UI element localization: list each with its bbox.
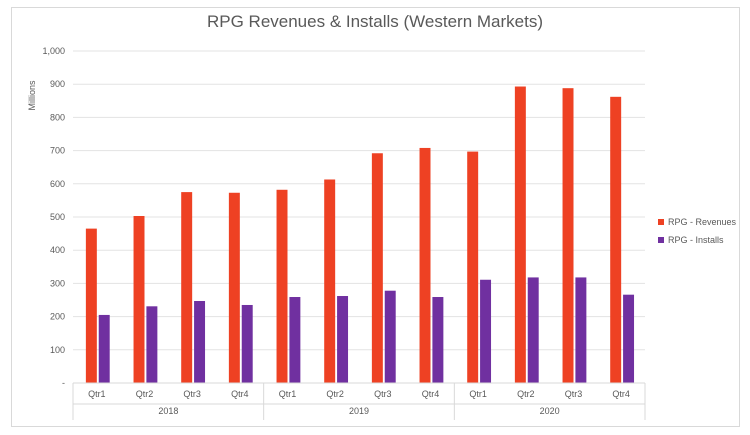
x-tick-label: Qtr1	[469, 389, 487, 399]
x-tick-label: Qtr2	[136, 389, 154, 399]
x-tick-label: Qtr3	[183, 389, 201, 399]
x-tick-label: Qtr4	[422, 389, 440, 399]
x-tick-label: Qtr3	[565, 389, 583, 399]
chart-title: RPG Revenues & Installs (Western Markets…	[206, 12, 543, 31]
bar-revenues	[371, 153, 383, 383]
y-tick-label: 600	[50, 179, 65, 189]
bar-revenues	[514, 86, 526, 384]
y-tick-label: 1,000	[42, 46, 65, 56]
x-tick-label: Qtr1	[279, 389, 297, 399]
x-tick-label: Qtr4	[612, 389, 630, 399]
bar-installs	[432, 297, 444, 383]
bar-installs	[337, 296, 349, 383]
bar-revenues	[562, 88, 574, 384]
x-group-label: 2019	[349, 406, 369, 416]
y-axis-title: Millions	[27, 80, 37, 111]
bar-revenues	[85, 228, 97, 383]
y-tick-label: 800	[50, 112, 65, 122]
x-group-label: 2018	[158, 406, 178, 416]
bar-revenues	[610, 96, 622, 383]
bar-installs	[480, 279, 492, 383]
y-tick-label: 500	[50, 212, 65, 222]
legend-item-installs: RPG - Installs	[658, 235, 724, 245]
bar-installs	[146, 306, 158, 383]
x-tick-label: Qtr1	[88, 389, 106, 399]
legend-label: RPG - Revenues	[668, 217, 737, 227]
bar-installs	[527, 277, 539, 383]
legend-label: RPG - Installs	[668, 235, 724, 245]
x-tick-label: Qtr4	[231, 389, 249, 399]
bar-revenues	[181, 192, 193, 383]
x-tick-label: Qtr2	[326, 389, 344, 399]
bar-revenues	[276, 189, 288, 383]
bar-installs	[384, 290, 396, 383]
x-tick-label: Qtr2	[517, 389, 535, 399]
y-tick-label: 300	[50, 278, 65, 288]
bar-installs	[289, 297, 301, 383]
bar-installs	[623, 294, 635, 383]
bar-installs	[575, 277, 587, 383]
bar-installs	[194, 300, 206, 383]
bar-installs	[241, 304, 253, 383]
legend-swatch	[658, 237, 664, 243]
x-tick-label: Qtr3	[374, 389, 392, 399]
bar-revenues	[324, 179, 336, 383]
legend-item-revenues: RPG - Revenues	[658, 217, 736, 227]
bar-revenues	[133, 216, 145, 383]
bar-revenues	[467, 151, 479, 383]
y-tick-label: 900	[50, 79, 65, 89]
y-tick-label: 400	[50, 245, 65, 255]
y-tick-label: 700	[50, 146, 65, 156]
bar-revenues	[419, 147, 431, 383]
y-tick-label: -	[62, 378, 65, 388]
x-group-label: 2020	[540, 406, 560, 416]
y-tick-label: 200	[50, 312, 65, 322]
bar-revenues	[228, 192, 240, 383]
bar-installs	[98, 314, 110, 383]
legend-swatch	[658, 219, 664, 225]
y-tick-label: 100	[50, 345, 65, 355]
